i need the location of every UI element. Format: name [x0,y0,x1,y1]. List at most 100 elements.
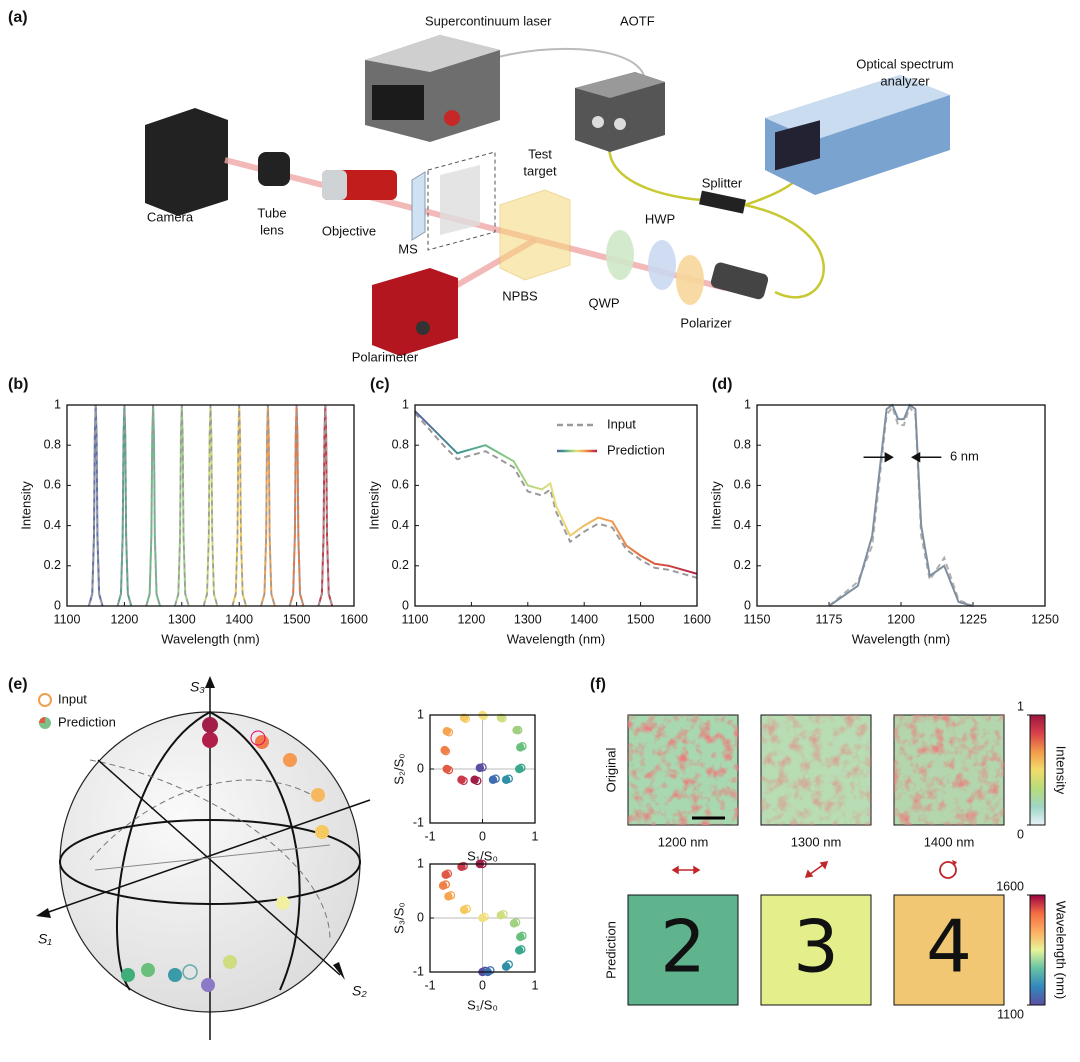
column-label: 1200 nm [658,834,709,849]
colorbar-tick-label: 0 [1017,827,1024,841]
y-tick-label: 1 [54,397,61,411]
y-tick-label: 0.4 [44,518,61,532]
row-label: Prediction [603,921,618,979]
x-tick-label: 1400 [225,612,253,626]
panel-label: (c) [370,376,390,393]
x-tick-label: 1 [532,829,539,843]
x-tick-label: 1150 [744,612,771,626]
row-label: Original [603,747,618,792]
series-line [288,404,305,607]
prediction-image [893,894,1005,1006]
setup-label: HWP [645,211,675,226]
x-tick-label: 1600 [683,612,711,626]
series-line [87,404,104,607]
plot-frame [414,404,698,607]
scatter-point [496,713,506,722]
x-tick-label: 1500 [283,612,311,626]
x-tick-label: 1300 [168,612,196,626]
image-panel [627,714,1005,997]
x-tick-label: 1175 [816,612,843,626]
x-tick-label: 1300 [514,612,542,626]
scatter-point [496,911,506,920]
scatter-point [459,713,469,722]
y-tick-label: 0.4 [734,518,751,532]
digit: 2 [660,905,706,989]
panel-label: (f) [590,676,606,693]
y-tick-label: -1 [413,964,424,978]
column-label: 1400 nm [924,834,975,849]
legend-label: Prediction [607,442,665,457]
plot-frame [429,863,536,973]
y-tick-label: 0.8 [734,437,751,451]
x-tick-label: -1 [424,829,435,843]
plot-frame [429,714,536,824]
setup-label: Polarizer [680,315,732,330]
y-tick-label: 0 [54,598,61,612]
scatter-point [516,743,525,752]
scatter-point [515,764,524,774]
x-tick-label: 1 [532,978,539,992]
y-tick-label: 0 [744,598,751,612]
scatter-point [512,725,521,735]
chart: -1 0 1 -1 0 1 S₁/S₀ S₂/S₀ [391,707,538,863]
setup-label: analyzer [880,73,930,88]
y-tick-label: 0.6 [392,478,409,492]
poincare-sphere [36,676,371,1040]
colorbar-label: Wavelength (nm) [1054,901,1069,1000]
digit: 3 [793,905,839,989]
x-tick-label: 1500 [627,612,655,626]
y-tick-label: 0.6 [44,478,61,492]
series-line [414,412,698,579]
series-line [828,404,974,607]
scatter-point [501,962,511,971]
series-line [173,404,190,607]
setup-label: Polarimeter [352,349,419,364]
y-axis-label: Intensity [18,481,33,530]
y-tick-label: 0.2 [44,558,61,572]
series-line [116,404,133,607]
sphere-axis-label: S₂ [352,983,367,999]
x-tick-label: 1250 [1031,612,1059,626]
scatter-point [478,913,487,923]
sphere-axis-label: S₃ [190,679,205,695]
digit: 4 [926,905,972,989]
legend-label: Input [58,691,87,706]
scatter-point [442,726,452,736]
y-tick-label: 0.4 [392,518,409,532]
scatter-point [459,905,469,915]
x-axis-label: Wavelength (nm) [161,631,260,646]
scatter-point [444,892,453,901]
x-axis-label: S₁/S₀ [467,848,498,863]
y-tick-label: 0 [402,598,409,612]
scatter-point [457,775,466,785]
y-tick-label: 1 [402,397,409,411]
setup-label: AOTF [620,13,655,28]
colorbar-tick-label: 1100 [997,1007,1024,1021]
plot-frame [66,404,355,607]
y-axis-label: Intensity [366,481,381,530]
scatter-point [470,775,479,785]
setup-label: Splitter [702,175,743,190]
y-tick-label: 0.6 [734,478,751,492]
chart: 0 0.2 0.4 0.6 0.8 1 1100 1200 1300 1400 1500 1600 Wa… [366,397,711,646]
colorbar [1029,894,1046,1006]
chart: -1 0 1 -1 0 1 S₁/S₀ S₃/S₀ [391,856,538,1012]
annotation: 6 nm [950,449,979,464]
colorbar-label: Intensity [1054,746,1069,795]
y-tick-label: 0.2 [734,558,751,572]
y-tick-label: 0.8 [44,437,61,451]
x-tick-label: 1600 [340,612,368,626]
scatter-point [509,919,519,928]
x-tick-label: 0 [479,829,486,843]
scatter-point [457,862,466,871]
y-tick-label: 1 [417,856,424,870]
y-tick-label: 0.2 [392,558,409,572]
scatter-point [488,775,498,785]
chart: 0 0.2 0.4 0.6 0.8 1 1150 1175 1200 1225 1250 Wavele… [708,397,1059,646]
panel-label: (d) [712,376,732,393]
colorbar-tick-label: 1 [1017,699,1024,713]
setup-label: Supercontinuum laser [425,13,552,28]
x-tick-label: 0 [479,978,486,992]
setup-label: Optical spectrum [856,56,954,71]
